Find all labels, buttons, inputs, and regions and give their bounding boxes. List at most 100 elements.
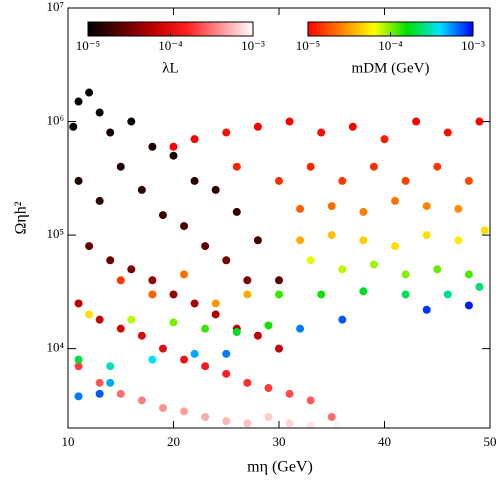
point — [74, 392, 83, 401]
point — [359, 207, 368, 216]
point — [116, 389, 125, 398]
point — [158, 211, 167, 220]
point — [391, 196, 400, 205]
point — [74, 97, 83, 106]
point — [201, 242, 210, 251]
point — [464, 270, 473, 279]
point — [232, 162, 241, 171]
point — [211, 310, 220, 319]
point — [74, 362, 83, 371]
point — [85, 88, 94, 97]
x-tick-label: 50 — [484, 434, 497, 449]
point — [106, 128, 115, 137]
point — [275, 176, 283, 185]
y-tick-label: 10⁷ — [46, 0, 64, 14]
point — [391, 242, 400, 251]
point — [306, 421, 315, 428]
point — [475, 117, 484, 126]
point — [190, 176, 199, 185]
point — [137, 185, 146, 194]
point — [285, 117, 294, 126]
point — [333, 421, 342, 428]
point — [169, 142, 178, 151]
points — [69, 88, 489, 428]
point — [369, 260, 378, 269]
point — [232, 328, 241, 337]
point — [253, 236, 262, 245]
point — [69, 122, 78, 131]
point — [306, 256, 315, 265]
point — [454, 204, 463, 213]
point — [264, 321, 273, 330]
point — [85, 242, 94, 251]
point — [401, 176, 410, 185]
point — [190, 299, 199, 308]
point — [148, 355, 157, 364]
point — [317, 128, 326, 137]
point — [243, 290, 252, 299]
point — [180, 222, 189, 231]
point — [475, 282, 484, 291]
point — [359, 236, 368, 245]
x-tick-label: 10 — [62, 434, 75, 449]
point — [454, 236, 463, 245]
point — [296, 204, 305, 213]
y-tick-label: 10⁴ — [46, 340, 64, 355]
point — [127, 315, 136, 324]
point — [85, 310, 94, 319]
point — [201, 362, 210, 371]
point — [296, 324, 305, 333]
point — [106, 378, 115, 387]
point — [169, 318, 178, 327]
colorbar-tick-label: 10⁻⁵ — [76, 38, 100, 53]
colorbar-tick-label: 10⁻³ — [461, 38, 485, 53]
point — [211, 185, 220, 194]
point — [422, 305, 431, 314]
x-tick-label: 20 — [167, 434, 180, 449]
point — [464, 176, 473, 185]
point — [348, 122, 357, 131]
point — [106, 256, 115, 265]
point — [180, 270, 189, 279]
point — [243, 276, 252, 285]
point — [222, 128, 231, 137]
point — [306, 396, 315, 405]
point — [158, 344, 167, 353]
point — [222, 256, 231, 265]
point — [116, 162, 125, 171]
point — [222, 349, 231, 358]
point — [422, 231, 431, 240]
y-tick-label: 10⁵ — [46, 226, 64, 241]
point — [327, 412, 336, 421]
point — [95, 196, 104, 205]
point — [95, 315, 104, 324]
point — [275, 276, 283, 285]
point — [433, 162, 442, 171]
point — [74, 176, 83, 185]
point — [443, 290, 452, 299]
point — [180, 407, 189, 416]
point — [264, 412, 273, 421]
point — [106, 362, 115, 371]
colorbar-tick-label: 10⁻⁴ — [158, 38, 183, 53]
point — [243, 419, 252, 428]
point — [338, 315, 347, 324]
point — [116, 324, 125, 333]
point — [285, 389, 294, 398]
point — [95, 389, 104, 398]
point — [433, 265, 442, 274]
colorbar-tick-label: 10⁻⁴ — [378, 38, 403, 53]
point — [306, 162, 315, 171]
point — [148, 142, 157, 151]
point — [480, 226, 489, 235]
point — [327, 231, 336, 240]
point — [137, 331, 146, 340]
point — [338, 176, 347, 185]
point — [401, 270, 410, 279]
point — [127, 117, 136, 126]
point — [275, 290, 283, 299]
colorbar-label: λL — [162, 60, 178, 76]
point — [137, 396, 146, 405]
point — [169, 151, 178, 160]
